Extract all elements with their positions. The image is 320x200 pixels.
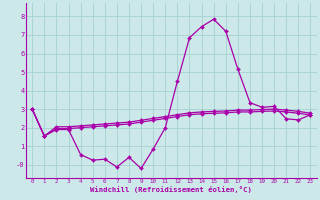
- X-axis label: Windchill (Refroidissement éolien,°C): Windchill (Refroidissement éolien,°C): [91, 186, 252, 193]
